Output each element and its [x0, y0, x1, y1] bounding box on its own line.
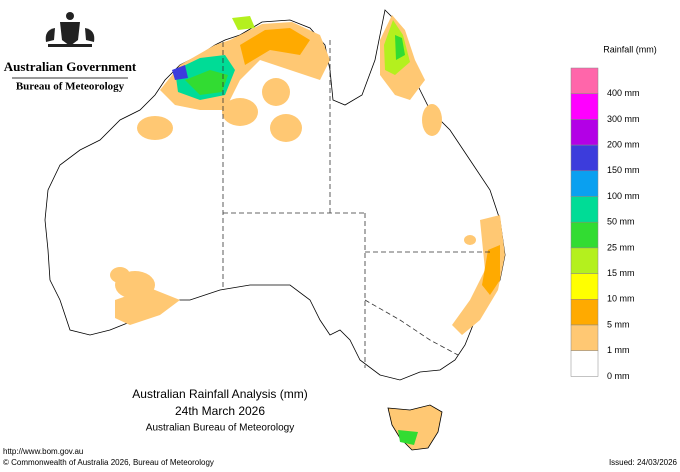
- legend-label: 400 mm: [607, 88, 640, 98]
- tasmania: [387, 404, 443, 451]
- legend-label: 1 mm: [607, 345, 630, 355]
- bureau: Bureau of Meteorology: [16, 81, 125, 93]
- legend-swatch: [570, 196, 599, 223]
- legend-label: 150 mm: [607, 165, 640, 175]
- legend-label: 5 mm: [607, 319, 630, 329]
- mainland: [44, 9, 506, 381]
- legend-swatch: [570, 247, 599, 274]
- legend-swatch: [570, 144, 599, 172]
- legend-label: 100 mm: [607, 191, 640, 201]
- legend-swatch: [570, 350, 599, 377]
- legend-label: 10 mm: [607, 294, 635, 304]
- legend-label: 300 mm: [607, 114, 640, 124]
- url: http://www.bom.gov.au: [3, 447, 83, 456]
- legend-swatch: [570, 221, 599, 249]
- rain-areas: [110, 15, 505, 445]
- legend: 400 mm 300 mm 200 mm 150 mm 100 mm 50 mm 25 mm…: [570, 67, 640, 381]
- title: Australian Rainfall Analysis (mm): [132, 387, 307, 401]
- legend-title: Rainfall (mm): [603, 44, 657, 54]
- legend-label: 25 mm: [607, 242, 635, 252]
- state-borders: [222, 40, 490, 368]
- legend-swatch: [570, 299, 599, 326]
- date: 24th March 2026: [175, 404, 265, 418]
- legend-swatch: [570, 170, 599, 197]
- legend-label: 15 mm: [607, 268, 635, 278]
- legend-label: 50 mm: [607, 217, 635, 227]
- legend-label: 200 mm: [607, 139, 640, 149]
- legend-swatch: [570, 273, 599, 300]
- legend-swatch: [570, 324, 599, 351]
- legend-swatch: [570, 93, 599, 120]
- government: Australian Government: [4, 59, 137, 74]
- issued: Issued: 24/03/2026: [609, 458, 678, 467]
- legend-swatch: [570, 119, 599, 146]
- source: Australian Bureau of Meteorology: [146, 423, 294, 434]
- legend-swatch: [570, 67, 599, 94]
- copyright: © Commonwealth of Australia 2026, Bureau…: [3, 458, 214, 467]
- legend-label: 0 mm: [607, 371, 630, 381]
- crest: [45, 12, 95, 47]
